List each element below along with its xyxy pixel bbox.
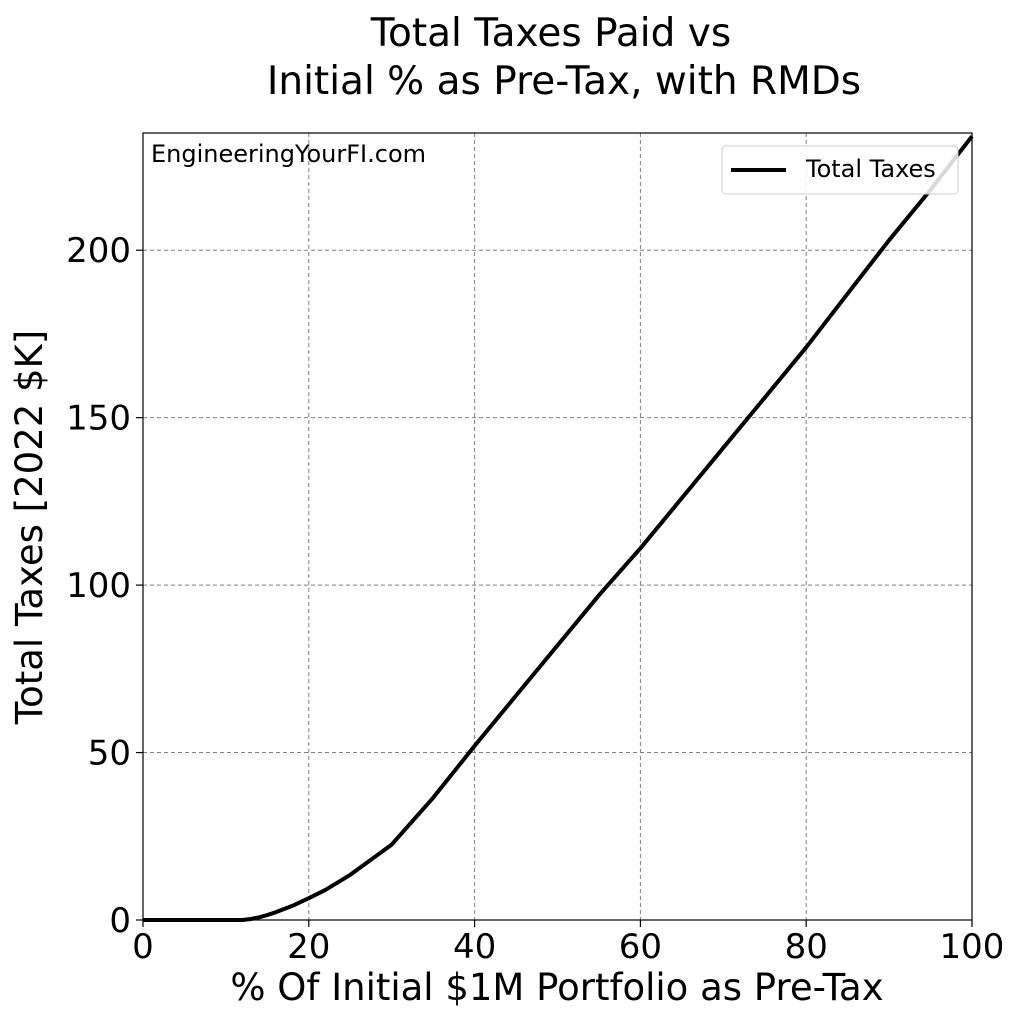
x-tick-label: 20: [287, 927, 330, 967]
y-tick-label: 200: [66, 231, 131, 271]
legend: Total Taxes: [721, 145, 959, 195]
ticks: 0 20 40 60 80 100 0 50 100 150 200: [66, 231, 1004, 967]
x-tick-label: 40: [453, 927, 496, 967]
x-axis-label: % Of Initial $1M Portfolio as Pre-Tax: [230, 966, 883, 1009]
legend-label-total-taxes: Total Taxes: [805, 155, 936, 183]
y-tick-label: 0: [109, 901, 131, 941]
series-line-total-taxes: [143, 135, 974, 922]
series-layer: [143, 135, 974, 922]
y-tick-label: 100: [66, 566, 131, 606]
plot-frame: [142, 132, 973, 921]
y-tick-label: 50: [88, 734, 131, 774]
y-axis-label: Total Taxes [2022 $K]: [8, 330, 51, 725]
watermark-annotation: EngineeringYourFI.com: [151, 140, 426, 168]
legend-box: [721, 145, 959, 195]
x-tick-label: 0: [132, 927, 154, 967]
x-tick-label: 80: [785, 927, 828, 967]
x-tick-label: 100: [940, 927, 1005, 967]
grid-lines: [143, 133, 972, 920]
x-tick-label: 60: [619, 927, 662, 967]
y-tick-label: 150: [66, 399, 131, 439]
chart-title-line1: Total Taxes Paid vs: [370, 11, 731, 56]
chart-title-line2: Initial % as Pre-Tax, with RMDs: [267, 59, 861, 104]
